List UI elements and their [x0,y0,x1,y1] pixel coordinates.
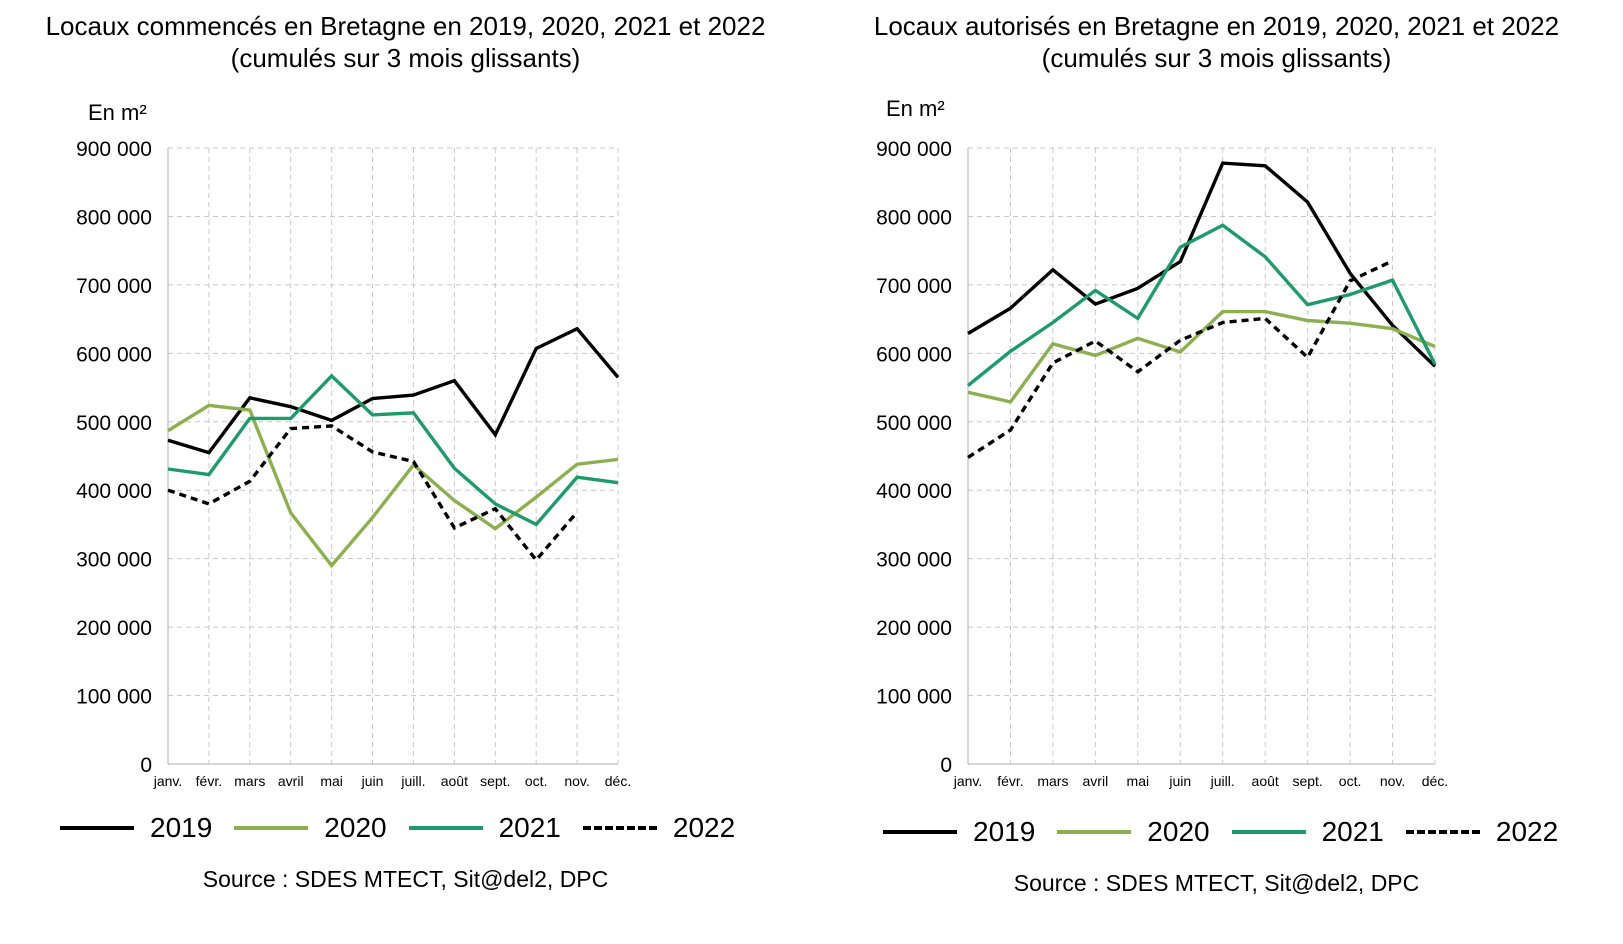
chart-legend: 2019 2020 2021 2022 [883,816,1580,848]
series-line-2020 [167,403,619,569]
x-tick-label: août [441,773,468,789]
y-tick-label: 0 [140,754,152,777]
legend-swatch-2022 [1405,830,1480,834]
y-tick-label: 900 000 [876,138,952,161]
legend-label-2020: 2020 [1147,816,1210,847]
y-tick-label: 800 000 [876,206,952,229]
y-tick-label: 200 000 [76,617,152,640]
x-tick-label: janv. [953,773,983,789]
x-tick-label: mai [320,773,343,789]
line-chart-autorises: 0 100 000 200 000 300 000 400 000 500 000 600 … [876,138,1448,789]
y-tick-label: 500 000 [76,412,152,435]
chart-source: Source : SDES MTECT, Sit@del2, DPC [1013,870,1420,896]
y-tick-label: 100 000 [76,686,152,709]
series-line-2019 [167,326,620,455]
x-tick-label: mars [234,773,265,789]
x-tick-label: juill. [400,773,425,789]
legend-item-2020: 2020 [234,812,387,844]
legend-swatch-2020 [234,826,309,830]
chart-panel-commences: Locaux commencés en Bretagne en 2019, 20… [0,0,811,944]
y-tick-label: 400 000 [876,480,952,503]
legend-swatch-2019 [60,826,134,830]
x-tick-label: janv. [153,773,183,789]
y-tick-label: 200 000 [876,617,952,640]
legend-label-2020: 2020 [324,812,387,843]
y-tick-label: 800 000 [76,206,152,229]
x-tick-label: déc. [1422,773,1448,789]
y-tick-label: 300 000 [876,549,952,572]
legend-item-2019: 2019 [883,816,1035,848]
legend-item-2022: 2022 [582,812,736,844]
y-axis-unit-label: En m² [886,96,945,121]
legend-swatch-2022 [582,826,657,830]
legend-label-2021: 2021 [1321,816,1384,847]
series-line-2021 [966,223,1437,387]
chart-legend: 2019 2020 2021 2022 [60,812,757,844]
x-tick-label: sept. [1292,773,1322,789]
legend-item-2020: 2020 [1057,816,1210,848]
x-tick-label: juin [361,773,384,789]
chart-title: Locaux commencés en Bretagne en 2019, 20… [45,11,766,41]
x-tick-label: nov. [564,773,589,789]
series-line-2019 [967,161,1437,368]
legend-swatch-2021 [1231,830,1306,834]
series-line-2021 [167,373,619,527]
chart-title: Locaux autorisés en Bretagne en 2019, 20… [873,11,1560,41]
legend-item-2021: 2021 [408,812,561,844]
y-tick-label: 700 000 [76,275,152,298]
x-tick-label: sept. [480,773,510,789]
legend-item-2019: 2019 [60,812,212,844]
x-tick-label: juill. [1210,773,1235,789]
legend-label-2021: 2021 [498,812,561,843]
legend-swatch-2020 [1057,830,1132,834]
x-tick-label: févr. [997,773,1023,789]
legend-label-2019: 2019 [973,816,1036,847]
series-line-2022 [167,424,579,563]
x-tick-label: mars [1037,773,1068,789]
y-tick-label: 600 000 [76,343,152,366]
x-tick-label: oct. [1339,773,1362,789]
y-tick-label: 300 000 [76,549,152,572]
x-tick-label: déc. [605,773,631,789]
y-axis-unit-label: En m² [88,100,147,125]
y-tick-label: 100 000 [876,686,952,709]
x-tick-label: août [1252,773,1279,789]
chart-subtitle: (cumulés sur 3 mois glissants) [230,43,581,73]
legend-label-2022: 2022 [672,812,736,843]
x-tick-label: nov. [1380,773,1405,789]
y-tick-label: 600 000 [876,343,952,366]
y-tick-label: 500 000 [876,412,952,435]
x-tick-label: oct. [525,773,548,789]
chart-panel-autorises: Locaux autorisés en Bretagne en 2019, 20… [811,0,1622,944]
y-tick-label: 700 000 [876,275,952,298]
chart-source: Source : SDES MTECT, Sit@del2, DPC [202,866,609,892]
y-tick-label: 0 [940,754,952,777]
y-tick-label: 400 000 [76,480,152,503]
legend-item-2022: 2022 [1405,816,1559,848]
x-tick-label: mai [1127,773,1150,789]
x-tick-label: avril [278,773,304,789]
series-line-2022 [967,259,1394,459]
legend-item-2021: 2021 [1231,816,1384,848]
chart-subtitle: (cumulés sur 3 mois glissants) [1041,43,1392,73]
legend-swatch-2019 [883,830,957,834]
x-tick-label: juin [1168,773,1191,789]
x-tick-label: avril [1083,773,1109,789]
y-tick-label: 900 000 [76,138,152,161]
legend-swatch-2021 [408,826,483,830]
line-chart-commences: 0 100 000 200 000 300 000 400 000 500 000 600 … [76,138,631,789]
x-tick-label: févr. [196,773,222,789]
legend-label-2022: 2022 [1495,816,1559,847]
legend-label-2019: 2019 [150,812,213,843]
